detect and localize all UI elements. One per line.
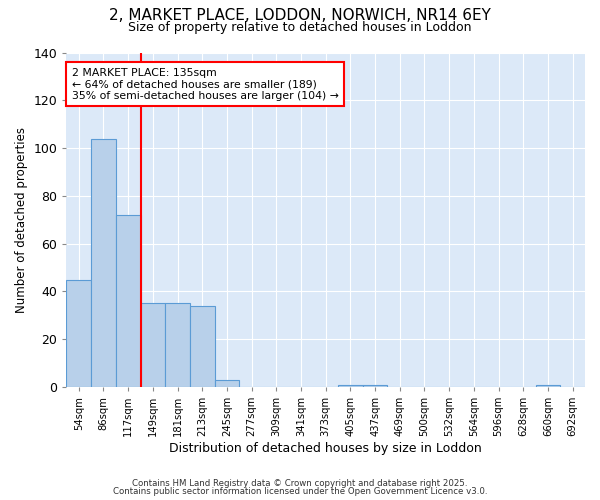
Text: 2, MARKET PLACE, LODDON, NORWICH, NR14 6EY: 2, MARKET PLACE, LODDON, NORWICH, NR14 6… (109, 8, 491, 22)
Bar (363, 384, 388, 387)
Y-axis label: Number of detached properties: Number of detached properties (15, 127, 28, 313)
Bar (190, 306, 215, 387)
Text: Contains public sector information licensed under the Open Government Licence v3: Contains public sector information licen… (113, 487, 487, 496)
Bar (165, 304, 190, 387)
Text: Size of property relative to detached houses in Loddon: Size of property relative to detached ho… (128, 21, 472, 34)
Text: 2 MARKET PLACE: 135sqm
← 64% of detached houses are smaller (189)
35% of semi-de: 2 MARKET PLACE: 135sqm ← 64% of detached… (71, 68, 338, 101)
Text: Contains HM Land Registry data © Crown copyright and database right 2025.: Contains HM Land Registry data © Crown c… (132, 478, 468, 488)
Bar (536, 384, 560, 387)
Bar (140, 304, 165, 387)
Bar (215, 380, 239, 387)
Bar (67, 280, 91, 387)
Bar (338, 384, 363, 387)
Bar (116, 215, 140, 387)
X-axis label: Distribution of detached houses by size in Loddon: Distribution of detached houses by size … (169, 442, 482, 455)
Bar (91, 138, 116, 387)
